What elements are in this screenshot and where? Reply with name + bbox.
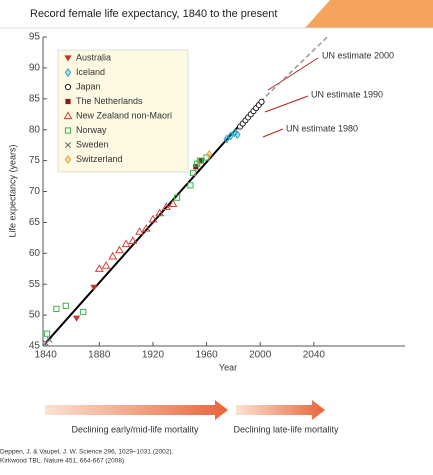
point — [128, 236, 138, 245]
legend-marker — [64, 83, 72, 91]
legend-marker — [63, 111, 73, 120]
arrow-label: Declining early/mid-life mortality — [71, 424, 199, 434]
x-tick-label: 1840 — [35, 350, 58, 361]
annotation-pointer — [267, 57, 319, 91]
point — [43, 330, 51, 337]
point — [223, 134, 230, 144]
point — [206, 149, 213, 159]
legend-label: Switzerland — [76, 154, 123, 164]
annotation-pointer — [262, 128, 284, 138]
legend-label: The Netherlands — [76, 96, 143, 106]
y-tick-label: 95 — [29, 32, 41, 43]
x-tick-label: 1960 — [195, 350, 218, 361]
point — [141, 223, 151, 232]
point — [258, 98, 265, 105]
y-tick-label: 65 — [29, 217, 41, 228]
x-tick-label: 1880 — [88, 350, 111, 361]
legend-label: Norway — [76, 125, 107, 135]
point — [135, 227, 145, 235]
point — [234, 130, 241, 140]
source: Deppen, J. & Vaupel, J. W. Science 296, … — [0, 449, 174, 456]
point — [46, 336, 53, 343]
point — [196, 157, 203, 164]
legend-label: Sweden — [76, 139, 109, 149]
point — [72, 315, 81, 322]
y-tick-label: 45 — [29, 341, 41, 352]
legend-marker — [65, 98, 71, 105]
y-tick-label: 60 — [29, 248, 41, 259]
point — [53, 305, 60, 313]
arrow — [45, 400, 228, 420]
x-tick-label: 1920 — [142, 350, 165, 361]
point — [173, 194, 181, 201]
point — [90, 284, 98, 291]
point — [62, 302, 69, 309]
arrow — [236, 400, 325, 420]
y-tick-label: 50 — [29, 310, 41, 321]
y-tick-label: 70 — [29, 186, 41, 197]
chart-title: Record female life expectancy, 1840 to t… — [30, 8, 277, 20]
point — [42, 339, 49, 346]
point — [227, 131, 234, 141]
legend-marker — [65, 142, 71, 148]
y-tick-label: 80 — [29, 124, 41, 135]
annotation: UN estimate 2000 — [322, 50, 394, 60]
y-tick-label: 75 — [29, 155, 41, 166]
annotation-pointer — [264, 95, 309, 113]
annotation: UN estimate 1980 — [286, 123, 358, 133]
point — [190, 169, 197, 177]
legend-label: Iceland — [76, 67, 105, 77]
point — [148, 214, 158, 223]
legend-box — [57, 49, 189, 173]
legend-label: Japan — [76, 81, 101, 91]
x-axis-label: Year — [219, 362, 237, 372]
point — [108, 251, 118, 260]
y-axis-label: Life expectancy (years) — [7, 144, 17, 237]
legend-label: Australia — [76, 52, 111, 62]
legend-marker — [64, 155, 72, 164]
x-tick-label: 2000 — [249, 350, 272, 361]
point — [198, 158, 204, 164]
point — [168, 199, 178, 207]
y-tick-label: 55 — [29, 279, 41, 290]
y-tick-label: 90 — [29, 63, 41, 74]
x-tick-label: 2040 — [303, 350, 326, 361]
point — [155, 208, 165, 217]
point — [187, 182, 194, 189]
y-tick-label: 85 — [29, 93, 41, 104]
point — [161, 202, 171, 211]
point — [114, 245, 124, 254]
annotation: UN estimate 1990 — [311, 89, 383, 99]
point — [101, 261, 111, 269]
title-banner — [305, 0, 433, 28]
legend-marker — [64, 55, 72, 62]
arrow-label: Declining late-life mortality — [233, 424, 339, 434]
source: Kirkwood TBL. Nature 451, 664-667 (2008) — [0, 458, 124, 465]
legend-marker — [64, 127, 72, 134]
point — [121, 239, 131, 248]
legend-marker — [64, 68, 72, 77]
legend-label: New Zealand non-Maori — [76, 110, 172, 120]
point — [94, 264, 104, 272]
point — [80, 308, 87, 316]
